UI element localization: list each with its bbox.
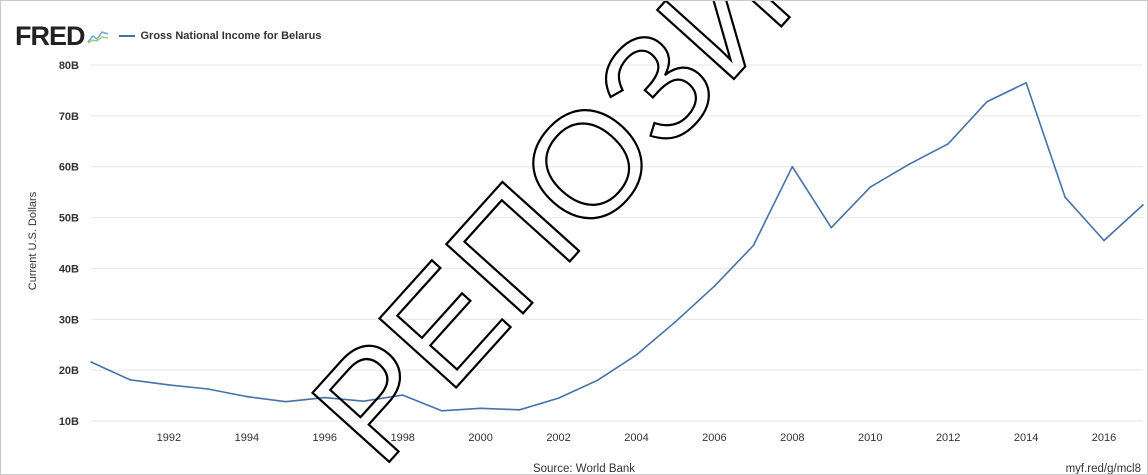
grid-layer: [91, 64, 1143, 422]
legend: Gross National Income for Belarus: [118, 30, 322, 42]
data-point: [479, 407, 482, 410]
data-point: [1025, 82, 1027, 84]
data-point: [830, 226, 833, 229]
data-point: [596, 379, 599, 382]
chart-header: FRED Gross National Income for Belarus: [15, 19, 321, 53]
x-tick-label: 2002: [546, 432, 570, 444]
x-tick-labels: 1992 1994 1996 1998 2000 2002 2004 2006 2008 2010…: [157, 432, 1117, 444]
data-point: [869, 186, 872, 188]
x-tick-label: 2006: [702, 432, 726, 444]
data-point: [518, 409, 521, 411]
data-point: [362, 400, 365, 402]
data-point: [908, 163, 911, 165]
data-point: [207, 388, 209, 390]
data-point: [986, 100, 988, 103]
x-tick-label: 1998: [390, 432, 414, 444]
y-tick-label: 40B: [59, 263, 79, 275]
x-tick-label: 2014: [1014, 432, 1038, 444]
data-point: [440, 410, 443, 412]
data-point: [129, 379, 131, 381]
data-point: [557, 397, 560, 399]
data-point: [791, 165, 794, 168]
series-layer: [90, 82, 1144, 412]
x-tick-label: 1992: [157, 432, 181, 444]
data-point: [674, 321, 677, 323]
y-tick-labels: 10B 20B 30B 40B 50B 60B 70B 80B: [59, 60, 79, 428]
data-point: [285, 400, 287, 403]
x-tick-label: 1994: [235, 432, 259, 444]
x-tick-label: 2012: [936, 432, 960, 444]
x-tick-label: 2000: [468, 432, 492, 444]
x-tick-label: 2008: [780, 432, 804, 444]
y-tick-label: 30B: [59, 314, 79, 326]
data-point: [713, 285, 716, 288]
data-point: [752, 244, 755, 247]
x-tick-label: 2004: [624, 432, 648, 444]
chart-url-link[interactable]: myf.red/g/mcl8: [1066, 463, 1141, 474]
y-tick-label: 50B: [59, 213, 79, 225]
data-point: [1103, 239, 1105, 242]
y-tick-label: 80B: [59, 60, 79, 72]
y-axis-label: Current U.S. Dollars: [27, 191, 39, 290]
x-tick-label: 1996: [313, 432, 337, 444]
data-point: [635, 354, 638, 356]
fred-mini-chart-icon: [86, 31, 108, 44]
y-tick-label: 60B: [59, 162, 79, 174]
x-tick-label: 2010: [858, 432, 882, 444]
legend-swatch: [118, 35, 135, 37]
series-line: [90, 82, 1144, 412]
y-tick-label: 70B: [59, 111, 79, 123]
data-point: [168, 384, 170, 386]
data-point: [246, 395, 248, 398]
data-point: [401, 394, 404, 396]
fred-logo[interactable]: FRED: [15, 20, 85, 51]
data-point: [1064, 196, 1066, 199]
x-tick-label: 2016: [1092, 432, 1116, 444]
source-text: Source: World Bank: [533, 463, 635, 474]
data-point: [1142, 204, 1144, 206]
legend-label-series: Gross National Income for Belarus: [140, 30, 322, 42]
data-point: [947, 143, 949, 145]
data-point: [90, 361, 92, 363]
data-point: [323, 396, 326, 399]
y-tick-label: 20B: [59, 365, 79, 377]
y-tick-label: 10B: [59, 416, 79, 428]
